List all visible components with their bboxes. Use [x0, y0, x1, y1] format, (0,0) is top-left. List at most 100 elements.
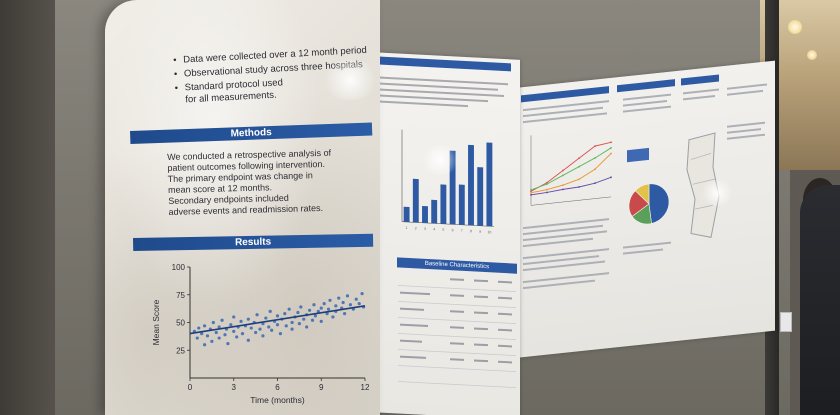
series-line: [530, 147, 612, 191]
series-point: [610, 141, 612, 144]
scatter-point: [310, 318, 315, 322]
text-line: [523, 248, 609, 260]
x-tick-label: 9: [319, 383, 324, 392]
scatter-point: [195, 336, 199, 340]
light-glare: [420, 145, 460, 175]
text-line: [623, 105, 671, 113]
text-line: [727, 128, 761, 134]
scatter-point: [264, 316, 268, 320]
scatter-point: [268, 309, 272, 313]
y-tick-label: 100: [172, 263, 186, 272]
series-point: [610, 152, 612, 155]
series-line: [530, 153, 612, 194]
series-point: [546, 188, 548, 191]
text-line: [623, 248, 663, 255]
scatter-point: [316, 309, 320, 313]
bar: [403, 206, 410, 223]
bar: [458, 184, 465, 225]
scatter-point: [239, 319, 243, 323]
text-line: [727, 121, 765, 128]
scatter-point: [302, 317, 306, 321]
scatter-point: [325, 312, 329, 316]
scatter-point: [326, 307, 331, 311]
scatter-point: [299, 305, 303, 309]
secondary-poster-title-bar: [375, 56, 511, 72]
x-tick-label: 3: [232, 383, 237, 392]
secondary-poster: 1 2 3 4 5 6 7 8 9 10 Baseline Characteristics: [370, 52, 520, 415]
scatter-point: [357, 302, 361, 306]
text-line: [378, 100, 468, 108]
light-glare: [320, 60, 380, 100]
right-poster-heading-bar: [681, 74, 719, 86]
y-tick-label: 75: [176, 291, 185, 300]
bar: [431, 199, 438, 224]
text-line: [623, 241, 671, 249]
bar: [486, 142, 493, 227]
attendee-silhouette: [800, 185, 840, 415]
scatter-point: [235, 335, 239, 339]
series-point: [530, 189, 532, 191]
bar: [412, 178, 419, 223]
series-point: [578, 178, 580, 181]
scatter-point: [360, 292, 364, 296]
scatter-point: [232, 329, 236, 333]
scatter-point: [258, 327, 262, 331]
scatter-point: [232, 315, 236, 319]
line-chart: [530, 135, 612, 206]
series-point: [610, 147, 612, 149]
x-tick-label: 10: [487, 230, 491, 234]
results-scatter-chart: 25 50 75 100 0 3 6 9 12 Time (months) Mean Score: [151, 263, 370, 405]
series-point: [578, 157, 580, 160]
series-point: [594, 145, 596, 147]
scatter-point: [214, 330, 218, 335]
scatter-point: [354, 297, 358, 301]
text-line: [683, 88, 719, 95]
scatter-point: [290, 327, 294, 331]
x-tick-label: 5: [442, 228, 444, 232]
trend-line: [189, 305, 366, 335]
scatter-point: [246, 317, 250, 321]
baseline-table: [398, 278, 516, 389]
scatter-point: [275, 314, 280, 318]
scatter-point: [312, 303, 316, 307]
x-tick-label: 12: [361, 383, 370, 392]
scatter-point: [267, 325, 271, 329]
pie-slice: [634, 183, 650, 205]
scatter-point: [348, 303, 353, 307]
scatter-point: [334, 304, 338, 308]
right-poster-heading-bar: [617, 79, 675, 93]
x-tick-label: 8: [470, 229, 472, 233]
series-point: [530, 190, 532, 193]
scatter-point: [211, 320, 215, 325]
board-sticker: [780, 312, 792, 332]
series-point: [594, 168, 596, 171]
scatter-point: [313, 314, 318, 318]
scatter-point: [328, 298, 332, 302]
series-point: [562, 174, 564, 177]
scatter-point: [220, 318, 224, 322]
light-glare: [700, 180, 734, 206]
scatter-point: [337, 296, 341, 300]
x-axis-line: [531, 196, 611, 206]
series-point: [562, 184, 564, 187]
scatter-point: [305, 325, 309, 329]
scatter-point: [283, 312, 287, 316]
x-tick-label: 1: [406, 226, 408, 230]
pie-slice: [648, 183, 670, 224]
series-point: [546, 181, 548, 184]
scatter-point: [202, 324, 207, 328]
text-line: [683, 94, 715, 101]
figure-thumbnail: [627, 147, 649, 163]
scatter-point: [278, 332, 283, 336]
methods-paragraph: We conducted a retrospective analysis of…: [167, 147, 379, 218]
scatter-point: [229, 323, 233, 327]
text-line: [727, 89, 763, 96]
scatter-point: [307, 308, 312, 312]
scatter-point: [200, 332, 204, 336]
scatter-point: [210, 339, 214, 343]
scatter-point: [331, 315, 335, 319]
scatter-point: [255, 313, 259, 317]
scatter-point: [287, 307, 291, 311]
bar: [422, 206, 428, 224]
